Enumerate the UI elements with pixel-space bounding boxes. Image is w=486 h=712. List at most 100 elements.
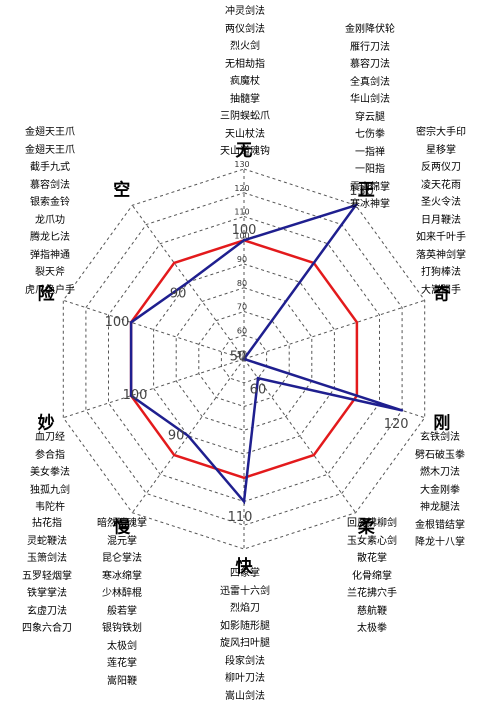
radar-tick-labels: 50 60 70 80 90 100 110 120 130 — [234, 160, 249, 359]
skill-name: 穿云腿 — [355, 111, 385, 123]
skill-name: 一阳指 — [355, 164, 385, 175]
skill-name: 嵩阳鞭 — [107, 675, 137, 687]
skill-name: 独孤九剑 — [30, 484, 70, 496]
skill-name: 韦陀杵 — [35, 502, 65, 513]
axis-label: 柔 — [358, 517, 376, 537]
grid-spoke — [63, 358, 245, 419]
skill-list-kuai: 四象掌 迅雷十六剑 烈焰刀 如影随形腿 旋风扫叶腿 段家剑法 柳叶刀法 嵩山剑法 — [205, 565, 285, 705]
skill-name: 寒冰神掌 — [350, 199, 390, 210]
series-0-point — [173, 453, 176, 457]
skill-name: 散花掌 — [357, 553, 387, 564]
skill-name: 日月鞭法 — [421, 214, 461, 226]
skill-name: 三阴蜈蚣爪 — [220, 111, 270, 122]
grid-ring — [220, 334, 268, 384]
skill-name: 天山杖法 — [225, 128, 265, 140]
series-0-point — [312, 453, 315, 457]
grid-spoke — [243, 358, 357, 514]
skill-name: 裂天斧 — [35, 267, 65, 278]
series-1-point — [129, 394, 133, 397]
skill-name: 般若掌 — [107, 605, 137, 617]
skill-name: 柳叶刀法 — [225, 673, 265, 684]
skill-name: 疯魔杖 — [230, 76, 260, 87]
skill-name: 血刀经 — [35, 432, 65, 443]
skill-name: 少林醉棍 — [102, 588, 142, 599]
skill-name: 截手九式 — [30, 162, 70, 173]
skill-name: 莲花掌 — [107, 658, 137, 669]
skill-list-man: 拈花指灵蛇鞭法玉箫剑法五罗轻烟掌铁掌掌法玄虚刀法四象六合刀 — [12, 515, 82, 638]
skill-name: 劈石破玉拳 — [415, 449, 465, 461]
series-0-point — [173, 261, 176, 265]
series-1-point — [186, 280, 190, 284]
skill-name: 慕容剑法 — [30, 179, 70, 191]
axis-label: 妙 — [38, 412, 55, 433]
skill-name: 嵩山剑法 — [225, 690, 265, 702]
skill-name: 弹指神通 — [30, 249, 70, 261]
tick-label: 120 — [234, 184, 249, 193]
skill-name: 一指禅 — [355, 146, 385, 158]
tick-label: 100 — [234, 231, 249, 240]
skill-list-qi: 密宗大手印 星移掌 反两仪刀 凌天花雨 圣火令法 日月鞭法 如来千叶手 落英神剑掌 打狗棒法 大嵩… — [405, 124, 477, 299]
skill-name: 银钩铁划 — [102, 623, 142, 634]
skill-name: 烈焰刀 — [230, 603, 260, 614]
series-1-point — [129, 321, 133, 324]
skill-name: 寒冰绵掌 — [102, 570, 142, 582]
skill-name: 抽髓掌 — [230, 93, 260, 105]
skill-name: 昆仑掌法 — [102, 553, 142, 564]
radar-series — [129, 202, 404, 505]
skill-name: 密宗大手印 — [416, 127, 466, 138]
skill-list-miao: 血刀经 参合指 美女拳法 独孤九剑 韦陀杵 — [10, 429, 90, 517]
value-label: 60 — [250, 383, 267, 398]
skill-name: 四象六合刀 — [22, 623, 72, 634]
value-label: 100 — [105, 315, 130, 330]
skill-name: 暗然销魂掌 — [97, 518, 147, 529]
value-label: 90 — [170, 287, 187, 302]
skill-name: 段家剑法 — [225, 655, 265, 667]
skill-name: 回风拂柳剑 — [347, 518, 397, 529]
skill-name: 旋风扫叶腿 — [220, 638, 270, 649]
skill-name: 太极拳 — [357, 623, 387, 634]
skill-name: 天山道魂钩 — [220, 146, 270, 157]
skill-name: 金根错结掌 — [415, 519, 465, 531]
skill-list-gang: 玄铁剑法 劈石破玉拳 燃木刀法 大金刚拳 神龙腿法 金根错结掌 降龙十八掌 — [400, 429, 480, 552]
skill-name: 圣火令法 — [421, 197, 461, 208]
grid-spoke — [243, 299, 425, 360]
tick-label: 90 — [237, 255, 247, 264]
skill-name: 两仪剑法 — [225, 23, 265, 35]
skill-name: 混元掌 — [107, 535, 137, 547]
skill-name: 金翅天王爪 — [25, 144, 75, 156]
axis-label: 快 — [236, 556, 254, 577]
series-0-point — [242, 476, 246, 479]
grid-ring — [198, 310, 290, 408]
skill-name: 大嵩阳手 — [421, 284, 461, 296]
skill-name: 七伤拳 — [355, 129, 385, 140]
skill-name: 铁掌掌法 — [27, 588, 67, 599]
skill-name: 金刚降伏轮 — [345, 24, 395, 35]
skill-list-man2: 暗然销魂掌 混元掌 昆仑掌法 寒冰绵掌 少林醉棍 般若掌 银钩铁划 太极剑 莲花掌 嵩阳鞭 — [82, 515, 162, 690]
skill-name: 灵蛇鞭法 — [27, 535, 67, 547]
series-1-point — [242, 500, 246, 503]
skill-name: 烈火剑 — [230, 41, 260, 52]
skill-list-rou: 回风拂柳剑 玉女素心剑 散花掌 化骨绵掌 兰花拂穴手 慈航鞭 太极拳 — [332, 515, 412, 638]
skill-name: 玉女素心剑 — [347, 535, 397, 547]
skill-name: 玄虚刀法 — [27, 605, 67, 617]
axis-label: 无 — [235, 141, 253, 161]
skill-name: 迅雷十六剑 — [220, 585, 270, 597]
series-1-point — [242, 357, 246, 361]
tick-label: 110 — [234, 208, 249, 217]
grid-spoke — [131, 204, 245, 360]
grid-spoke — [63, 299, 245, 360]
skill-name: 拈花指 — [32, 518, 62, 529]
skill-name: 玉箫剑法 — [27, 553, 67, 564]
skill-name: 大金刚拳 — [420, 484, 460, 496]
radar-value-labels: 100 130 50 120 60 110 90 100 100 90 — [105, 184, 409, 525]
skill-list-zheng: 金刚降伏轮 雁行刀法 慕容刀法 全真剑法 华山剑法 穿云腿 七伤拳 一指禅 一阳指 震山绵掌 寒冰神… — [330, 21, 410, 214]
skill-list-wu: 冲灵剑法 两仪剑法 烈火剑 无相劫指 疯魔杖 抽髓掌 三阴蜈蚣爪 天山杖法 天山道魂钩 — [205, 3, 285, 161]
axis-label: 险 — [38, 284, 56, 305]
skill-name: 五罗轻烟掌 — [22, 570, 72, 582]
skill-name: 反两仪刀 — [421, 162, 461, 173]
tick-label: 80 — [237, 279, 247, 288]
skill-name: 冲灵剑法 — [225, 6, 265, 17]
grid-ring — [153, 263, 335, 455]
